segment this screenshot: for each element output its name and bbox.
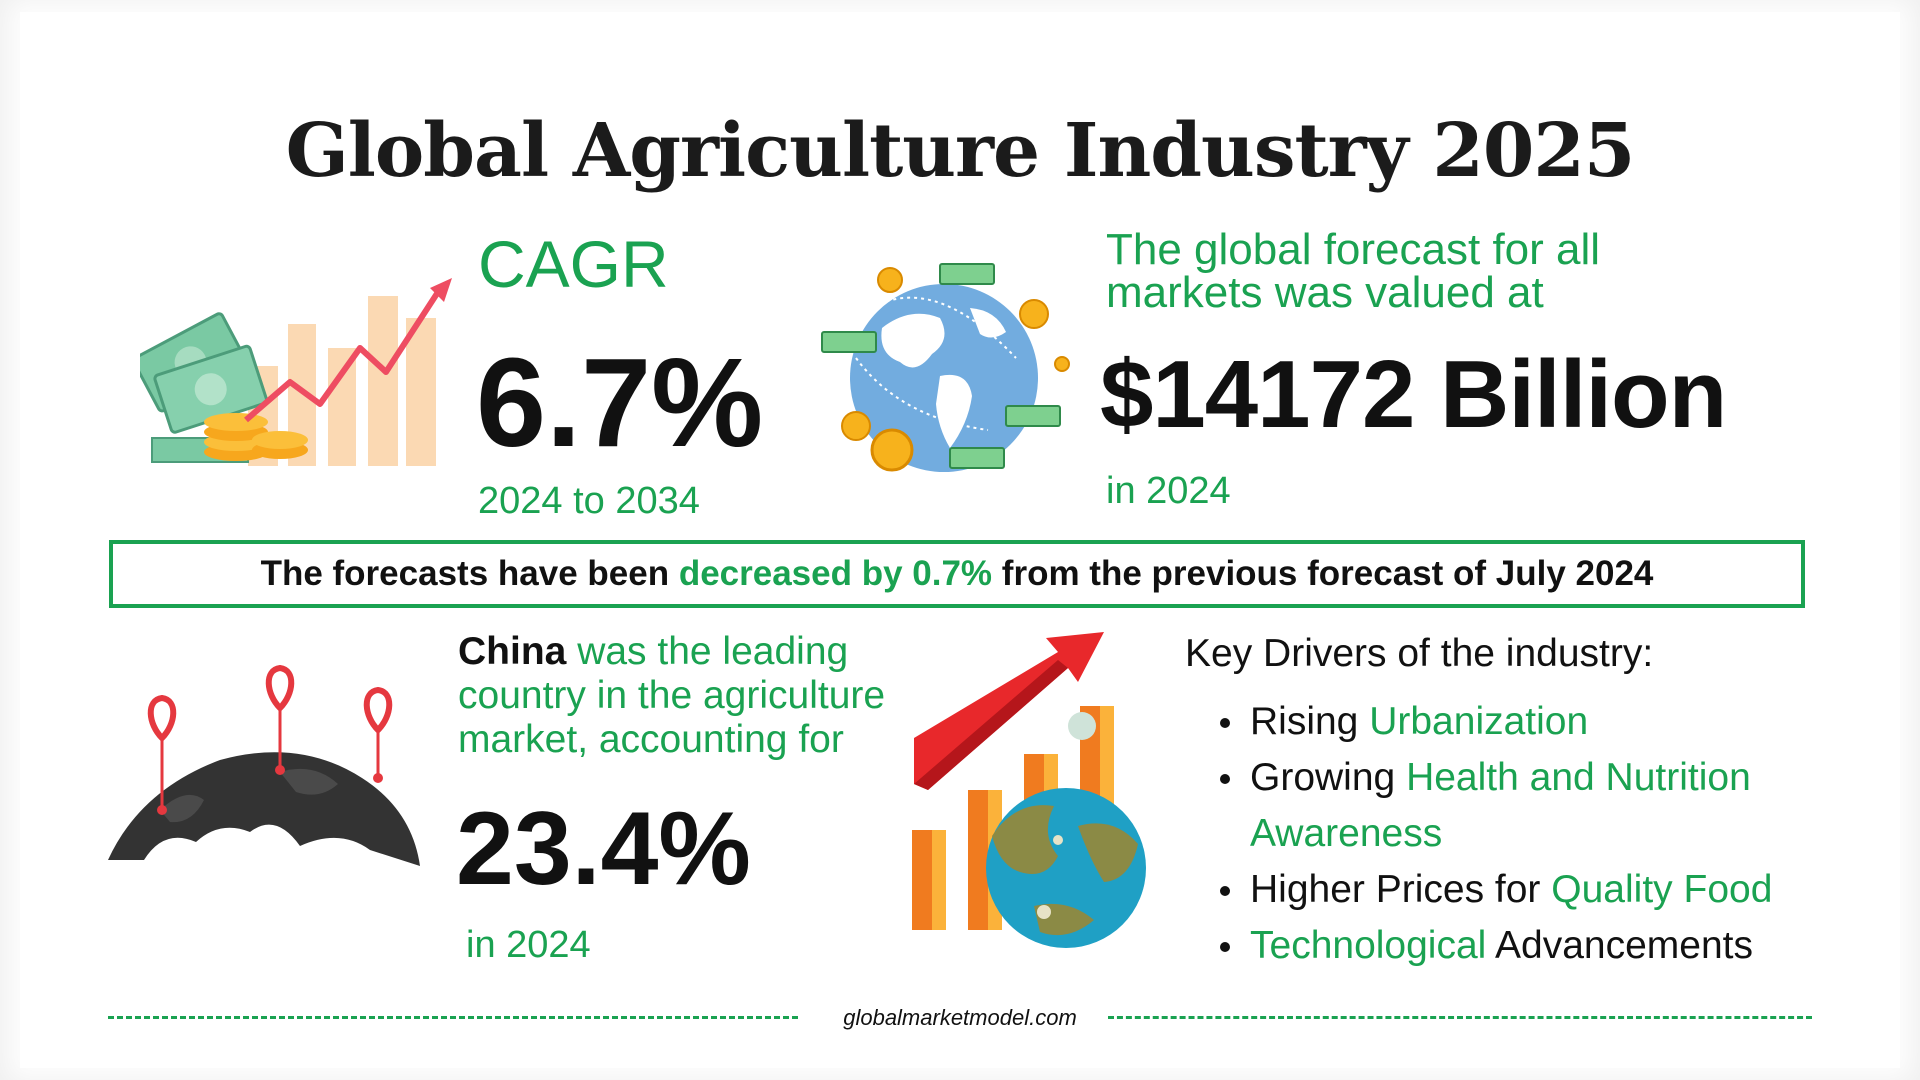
driver-highlight: Urbanization xyxy=(1369,700,1589,743)
china-share-year: in 2024 xyxy=(466,924,591,966)
money-growth-chart-icon xyxy=(140,278,452,466)
china-description: China was the leading country in the agr… xyxy=(458,630,928,762)
driver-pre: Growing xyxy=(1250,756,1396,799)
cagr-label: CAGR xyxy=(478,227,669,301)
world-map-pins-icon xyxy=(108,664,420,866)
driver-item: Growing Health and Nutrition Awareness xyxy=(1212,750,1832,862)
driver-pre: Higher Prices for xyxy=(1250,868,1541,911)
footer-divider-right xyxy=(1108,1016,1812,1019)
driver-highlight: Health and Nutrition Awareness xyxy=(1250,756,1751,855)
driver-highlight: Technological xyxy=(1250,924,1487,967)
drivers-list: Rising Urbanization Growing Health and N… xyxy=(1212,694,1832,974)
driver-item: Higher Prices for Quality Food xyxy=(1212,862,1832,918)
forecast-year: in 2024 xyxy=(1106,470,1231,512)
forecast-value: $14172 Billion xyxy=(1100,341,1727,448)
banner-prefix: The forecasts have been xyxy=(260,554,670,593)
driver-item: Technological Advancements xyxy=(1212,918,1832,974)
banner-highlight: decreased by 0.7% xyxy=(678,554,993,593)
footer-site: globalmarketmodel.com xyxy=(843,1005,1077,1030)
driver-item: Rising Urbanization xyxy=(1212,694,1832,750)
china-share-value: 23.4% xyxy=(456,791,751,907)
footer-divider-left xyxy=(108,1016,798,1019)
drivers-title: Key Drivers of the industry: xyxy=(1185,632,1654,675)
forecast-description: The global forecast for all markets was … xyxy=(1106,225,1601,317)
cagr-value: 6.7% xyxy=(476,332,764,473)
page-title: Global Agriculture Industry 2025 xyxy=(285,108,1636,194)
driver-pre: Rising xyxy=(1250,700,1359,743)
banner-suffix: from the previous forecast of July 2024 xyxy=(1001,554,1654,593)
growth-chart-globe-icon xyxy=(912,632,1146,948)
china-text: was the leading country in the agricultu… xyxy=(458,630,886,761)
china-country: China xyxy=(458,630,567,673)
forecast-change-banner: The forecasts have been decreased by 0.7… xyxy=(109,540,1805,608)
driver-highlight: Quality Food xyxy=(1551,868,1773,911)
globe-money-icon xyxy=(821,263,1070,472)
driver-post: Advancements xyxy=(1495,924,1753,967)
cagr-range: 2024 to 2034 xyxy=(478,480,700,522)
